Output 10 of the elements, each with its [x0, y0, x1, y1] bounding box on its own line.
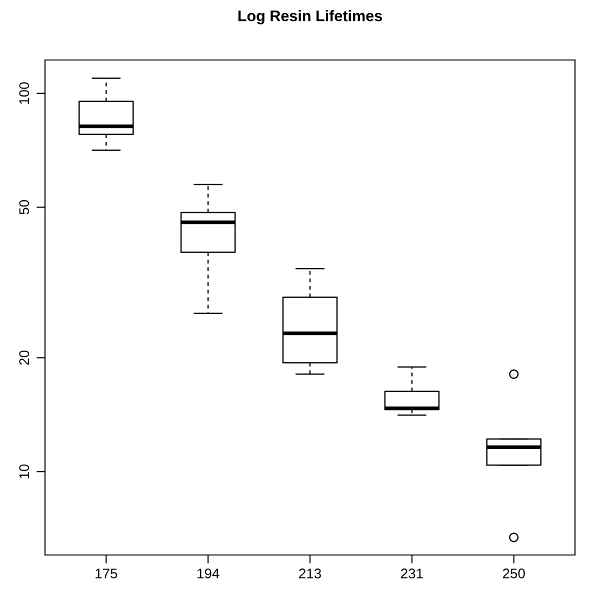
y-tick-label: 50 — [19, 200, 30, 214]
chart-title: Log Resin Lifetimes — [238, 10, 382, 24]
y-tick-label: 100 — [19, 82, 30, 104]
x-tick-label: 194 — [198, 568, 220, 578]
x-tick-label: 175 — [96, 568, 118, 578]
y-tick-label: 10 — [19, 464, 30, 478]
x-tick-label: 250 — [502, 568, 525, 578]
x-tick-label: 213 — [299, 568, 321, 578]
x-tick-label: 231 — [401, 568, 423, 578]
y-tick-label: 20 — [19, 350, 30, 365]
